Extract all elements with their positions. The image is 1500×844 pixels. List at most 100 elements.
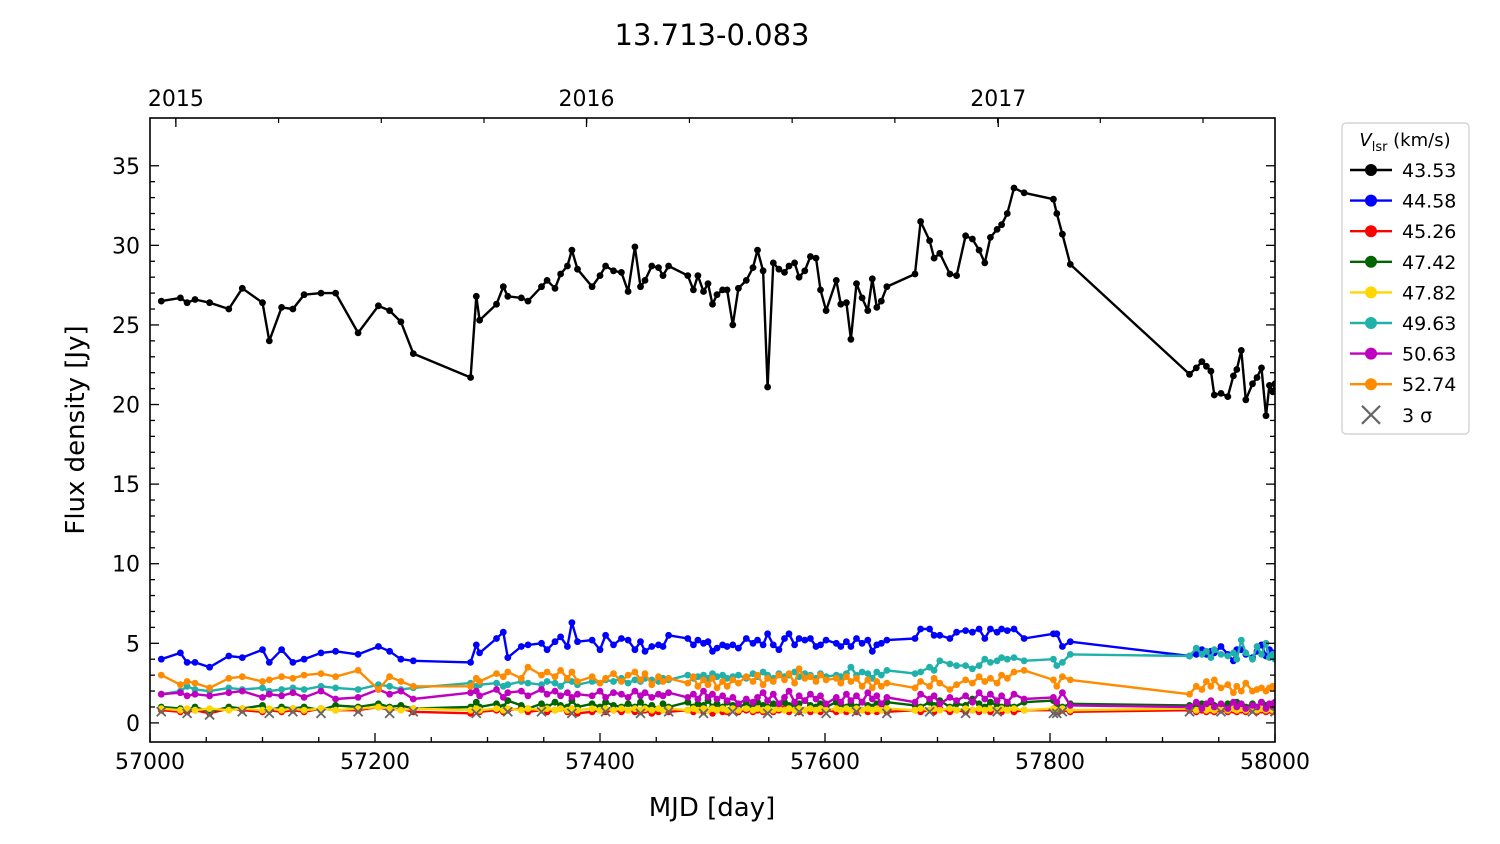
- data-point-44.58: [588, 636, 596, 644]
- data-point-47.42: [713, 700, 721, 708]
- data-point-43.53: [975, 246, 983, 254]
- data-point-49.63: [1066, 651, 1074, 658]
- data-point-44.58: [493, 635, 500, 642]
- data-point-43.53: [225, 305, 233, 313]
- upper-limit-marker: [287, 706, 299, 717]
- data-point-43.53: [926, 237, 933, 245]
- data-point-49.63: [1210, 646, 1218, 654]
- data-point-47.82: [837, 706, 845, 714]
- data-point-52.74: [962, 676, 969, 684]
- data-point-52.74: [713, 684, 721, 692]
- data-point-47.82: [386, 705, 393, 712]
- data-point-52.74: [858, 682, 866, 690]
- data-point-52.74: [998, 671, 1005, 679]
- y-tick-label: 30: [112, 234, 140, 259]
- data-point-52.74: [791, 679, 798, 687]
- data-point-52.74: [735, 679, 742, 687]
- data-point-43.53: [332, 289, 339, 297]
- data-point-43.53: [917, 218, 924, 225]
- data-point-52.74: [225, 674, 233, 682]
- data-point-50.63: [476, 692, 483, 700]
- data-point-47.42: [517, 702, 525, 709]
- legend-label-47.82: 47.82: [1402, 282, 1456, 304]
- data-point-43.53: [1050, 195, 1057, 203]
- axes: 57000 57200 57400 57600 57800 58000 0 5 10 15 20 25…: [112, 87, 1310, 775]
- data-point-52.74: [742, 673, 750, 681]
- upper-limit-marker: [635, 708, 646, 719]
- data-point-49.63: [981, 655, 989, 663]
- data-point-44.58: [157, 655, 165, 663]
- data-point-52.74: [843, 673, 850, 681]
- data-point-50.63: [1053, 698, 1061, 706]
- upper-limit-marker: [762, 708, 773, 719]
- data-point-44.58: [962, 627, 969, 634]
- data-point-44.58: [917, 625, 924, 633]
- data-point-44.58: [764, 630, 771, 638]
- data-point-49.63: [946, 660, 954, 668]
- data-point-49.63: [610, 678, 617, 685]
- data-point-43.53: [557, 270, 564, 278]
- data-point-50.63: [946, 694, 954, 701]
- data-point-50.63: [191, 690, 199, 698]
- data-point-49.63: [877, 671, 885, 679]
- data-point-44.58: [375, 643, 382, 650]
- data-point-43.53: [1003, 210, 1011, 217]
- data-point-43.53: [641, 277, 649, 284]
- data-point-43.53: [998, 221, 1005, 229]
- data-point-50.63: [631, 687, 639, 695]
- data-point-43.53: [375, 302, 382, 310]
- data-point-50.63: [847, 697, 855, 704]
- data-point-50.63: [1059, 689, 1066, 697]
- data-point-52.74: [659, 678, 667, 685]
- data-point-43.53: [953, 272, 960, 279]
- data-point-52.74: [610, 670, 617, 677]
- data-point-44.58: [354, 651, 362, 658]
- data-point-44.58: [837, 643, 845, 650]
- x-axis-label: MJD [day]: [649, 793, 776, 823]
- data-point-52.74: [637, 676, 644, 684]
- data-point-47.82: [177, 706, 184, 714]
- data-point-44.58: [877, 639, 885, 647]
- data-point-49.63: [1010, 654, 1018, 661]
- data-point-44.58: [723, 643, 731, 650]
- data-point-49.63: [1237, 636, 1245, 644]
- data-point-50.63: [588, 692, 596, 700]
- data-point-44.58: [1217, 643, 1225, 650]
- data-point-50.63: [883, 694, 891, 701]
- data-point-52.74: [655, 673, 662, 681]
- data-point-43.53: [631, 243, 639, 251]
- data-point-50.63: [1224, 705, 1232, 712]
- data-point-43.53: [574, 265, 581, 273]
- data-point-43.53: [749, 264, 757, 271]
- data-point-49.63: [1207, 654, 1215, 661]
- data-point-50.63: [602, 694, 609, 701]
- data-point-44.58: [853, 635, 860, 642]
- data-point-47.82: [969, 706, 976, 714]
- data-point-52.74: [467, 682, 474, 690]
- data-point-47.82: [981, 706, 989, 714]
- data-point-52.74: [785, 670, 793, 677]
- data-point-43.53: [259, 299, 266, 307]
- data-point-50.63: [801, 697, 809, 704]
- upper-limit-marker: [820, 708, 832, 719]
- data-point-50.63: [499, 694, 507, 701]
- data-point-49.63: [1020, 657, 1028, 665]
- data-point-44.58: [936, 631, 944, 639]
- data-point-47.42: [817, 700, 824, 708]
- data-point-43.53: [742, 277, 750, 284]
- data-point-49.63: [386, 682, 393, 690]
- data-point-49.63: [735, 671, 742, 679]
- data-point-52.74: [684, 679, 692, 687]
- upper-limit-marker: [237, 706, 248, 717]
- data-point-44.58: [759, 641, 767, 649]
- upper-limit-marker: [663, 706, 674, 717]
- data-point-43.53: [499, 283, 507, 291]
- data-point-44.58: [265, 659, 273, 666]
- data-point-47.82: [332, 706, 339, 714]
- data-point-52.74: [332, 673, 339, 681]
- legend-marker-52.74: [1365, 378, 1377, 391]
- data-point-50.63: [1207, 697, 1215, 704]
- data-point-43.53: [1186, 370, 1193, 378]
- data-point-52.74: [543, 668, 551, 676]
- data-point-50.63: [775, 700, 783, 708]
